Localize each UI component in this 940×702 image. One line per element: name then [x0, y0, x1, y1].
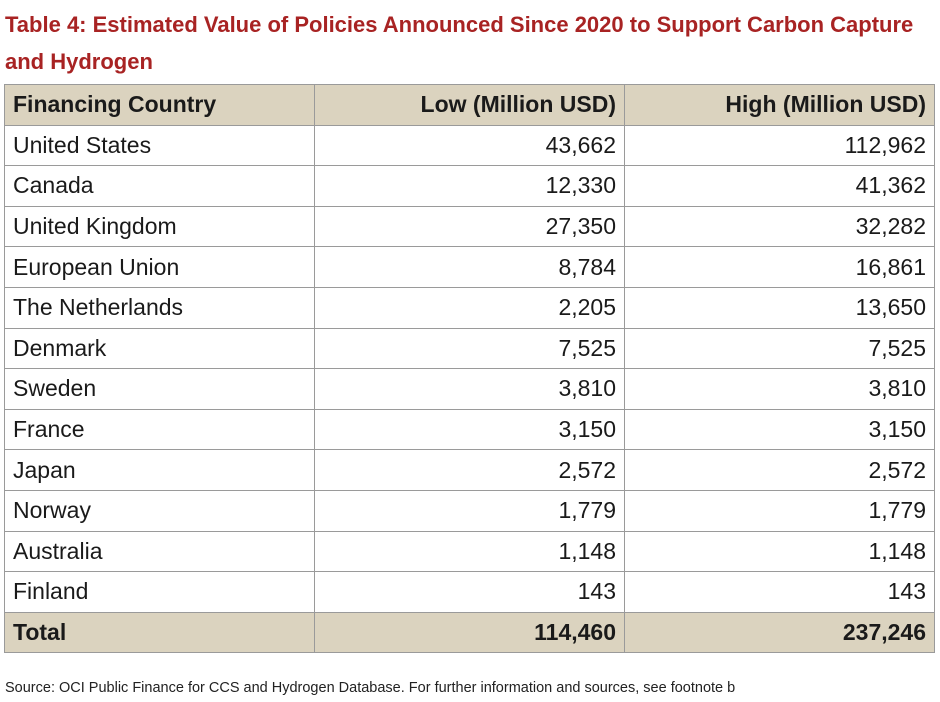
table-row: European Union 8,784 16,861	[4, 246, 935, 288]
cell-high: 112,962	[624, 124, 935, 167]
cell-country: Norway	[4, 489, 315, 532]
total-low: 114,460	[314, 611, 625, 654]
cell-low: 1,779	[314, 489, 625, 532]
total-high: 237,246	[624, 611, 935, 654]
data-table-container: Financing Country Low (Million USD) High…	[4, 84, 935, 654]
cell-high: 143	[624, 571, 935, 613]
total-label: Total	[4, 611, 315, 654]
cell-low: 43,662	[314, 124, 625, 167]
table-row: The Netherlands 2,205 13,650	[4, 286, 935, 329]
cell-high: 3,150	[624, 408, 935, 451]
cell-country: United States	[4, 124, 315, 167]
cell-country: Sweden	[4, 368, 315, 410]
cell-high: 32,282	[624, 205, 935, 248]
cell-country: European Union	[4, 246, 315, 288]
table-header: Financing Country Low (Million USD) High…	[4, 84, 935, 126]
cell-country: Denmark	[4, 327, 315, 370]
total-row: Total 114,460 237,246	[4, 611, 935, 654]
cell-country: Japan	[4, 449, 315, 491]
cell-high: 2,572	[624, 449, 935, 491]
cell-low: 2,572	[314, 449, 625, 491]
cell-low: 143	[314, 571, 625, 613]
cell-low: 3,810	[314, 368, 625, 410]
cell-low: 27,350	[314, 205, 625, 248]
table-row: United States 43,662 112,962	[4, 124, 935, 167]
cell-country: United Kingdom	[4, 205, 315, 248]
cell-low: 1,148	[314, 530, 625, 573]
cell-high: 3,810	[624, 368, 935, 410]
data-table: Financing Country Low (Million USD) High…	[4, 84, 935, 654]
table-row: Canada 12,330 41,362	[4, 165, 935, 207]
cell-high: 13,650	[624, 286, 935, 329]
table-row: Australia 1,148 1,148	[4, 530, 935, 573]
cell-low: 8,784	[314, 246, 625, 288]
cell-country: Australia	[4, 530, 315, 573]
cell-high: 1,779	[624, 489, 935, 532]
cell-low: 3,150	[314, 408, 625, 451]
cell-low: 2,205	[314, 286, 625, 329]
table-footer: Total 114,460 237,246	[4, 611, 935, 654]
table-row: Sweden 3,810 3,810	[4, 368, 935, 410]
table-row: Finland 143 143	[4, 571, 935, 613]
cell-high: 16,861	[624, 246, 935, 288]
table-row: Japan 2,572 2,572	[4, 449, 935, 491]
header-financing-country: Financing Country	[4, 84, 315, 126]
cell-country: France	[4, 408, 315, 451]
cell-low: 7,525	[314, 327, 625, 370]
table-row: Denmark 7,525 7,525	[4, 327, 935, 370]
cell-high: 7,525	[624, 327, 935, 370]
table-body: United States 43,662 112,962 Canada 12,330 41…	[4, 124, 935, 613]
source-note: Source: OCI Public Finance for CCS and H…	[5, 680, 736, 696]
table-row: United Kingdom 27,350 32,282	[4, 205, 935, 248]
table-row: France 3,150 3,150	[4, 408, 935, 451]
cell-country: The Netherlands	[4, 286, 315, 329]
header-row: Financing Country Low (Million USD) High…	[4, 84, 935, 126]
cell-country: Finland	[4, 571, 315, 613]
cell-high: 41,362	[624, 165, 935, 207]
table-title: Table 4: Estimated Value of Policies Ann…	[5, 12, 914, 74]
header-low: Low (Million USD)	[314, 84, 625, 126]
cell-low: 12,330	[314, 165, 625, 207]
table-row: Norway 1,779 1,779	[4, 489, 935, 532]
cell-high: 1,148	[624, 530, 935, 573]
header-high: High (Million USD)	[624, 84, 935, 126]
cell-country: Canada	[4, 165, 315, 207]
